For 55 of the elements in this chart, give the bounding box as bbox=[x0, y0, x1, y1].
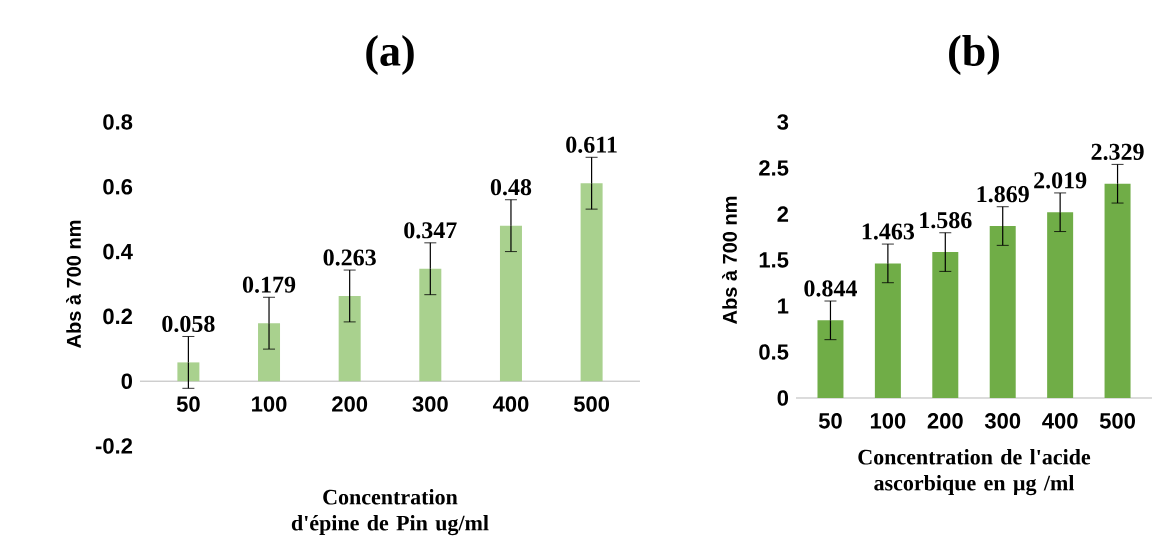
data-label: 0.48 bbox=[490, 179, 532, 196]
x-tick-label: 50 bbox=[176, 396, 200, 412]
bar bbox=[1047, 212, 1074, 399]
x-axis-title: Concentration de l'acide ascorbique en µg /ml bbox=[858, 449, 1091, 496]
y-tick-label: 0.8 bbox=[103, 114, 133, 130]
y-tick-label: 1 bbox=[778, 298, 789, 314]
bar bbox=[419, 268, 442, 382]
x-tick-label: 50 bbox=[818, 413, 842, 429]
y-axis-title: Abs à 700 nm bbox=[722, 196, 737, 325]
y-axis-title: Abs à 700 nm bbox=[66, 220, 81, 349]
y-tick-label: 0.2 bbox=[103, 308, 133, 325]
x-axis-title: Concentration d'épine de Pin ug/ml bbox=[291, 489, 489, 536]
bar bbox=[177, 362, 200, 382]
y-tick-label: 2.5 bbox=[759, 160, 789, 176]
data-label: 0.844 bbox=[804, 280, 857, 297]
data-label: 0.347 bbox=[404, 222, 457, 239]
data-label: 0.611 bbox=[566, 136, 617, 153]
x-tick-label: 500 bbox=[1099, 413, 1135, 429]
y-tick-label: 2 bbox=[777, 206, 789, 222]
bar bbox=[989, 226, 1016, 399]
x-tick-label: 500 bbox=[573, 396, 610, 412]
x-tick-label: 100 bbox=[252, 396, 287, 412]
y-tick-label: 0.4 bbox=[103, 243, 133, 260]
bar bbox=[338, 296, 361, 382]
data-label: 1.869 bbox=[977, 186, 1029, 203]
y-tick-label: 0 bbox=[121, 373, 133, 390]
x-tick-label: 200 bbox=[927, 413, 963, 429]
bar bbox=[258, 323, 281, 382]
y-tick-label: 0 bbox=[777, 390, 789, 406]
chart-title: (a) bbox=[366, 35, 414, 76]
bar bbox=[1104, 183, 1131, 399]
y-tick-label: 0.5 bbox=[759, 344, 789, 360]
bar bbox=[499, 225, 522, 382]
data-label: 0.058 bbox=[162, 315, 215, 333]
data-label: 1.463 bbox=[862, 223, 915, 240]
bar bbox=[874, 263, 901, 399]
x-tick-label: 300 bbox=[984, 413, 1021, 429]
data-label: 2.019 bbox=[1034, 172, 1087, 189]
chart-title: (b) bbox=[949, 35, 999, 76]
y-tick-label: 1.5 bbox=[759, 252, 789, 268]
x-tick-label: 400 bbox=[492, 396, 529, 412]
y-tick-label: 3 bbox=[777, 114, 789, 130]
data-label: 2.329 bbox=[1091, 143, 1144, 161]
bar bbox=[580, 183, 603, 382]
x-tick-label: 400 bbox=[1042, 413, 1078, 429]
bar bbox=[932, 252, 959, 399]
bar bbox=[817, 320, 844, 399]
y-tick-label: -0.2 bbox=[95, 438, 133, 454]
data-label: 0.179 bbox=[242, 276, 296, 293]
x-tick-label: 200 bbox=[332, 396, 368, 412]
data-label: 0.263 bbox=[323, 249, 376, 266]
x-tick-label: 300 bbox=[412, 396, 448, 412]
data-label: 1.586 bbox=[920, 212, 972, 229]
x-tick-label: 100 bbox=[870, 413, 906, 429]
y-tick-label: 0.6 bbox=[103, 179, 133, 195]
